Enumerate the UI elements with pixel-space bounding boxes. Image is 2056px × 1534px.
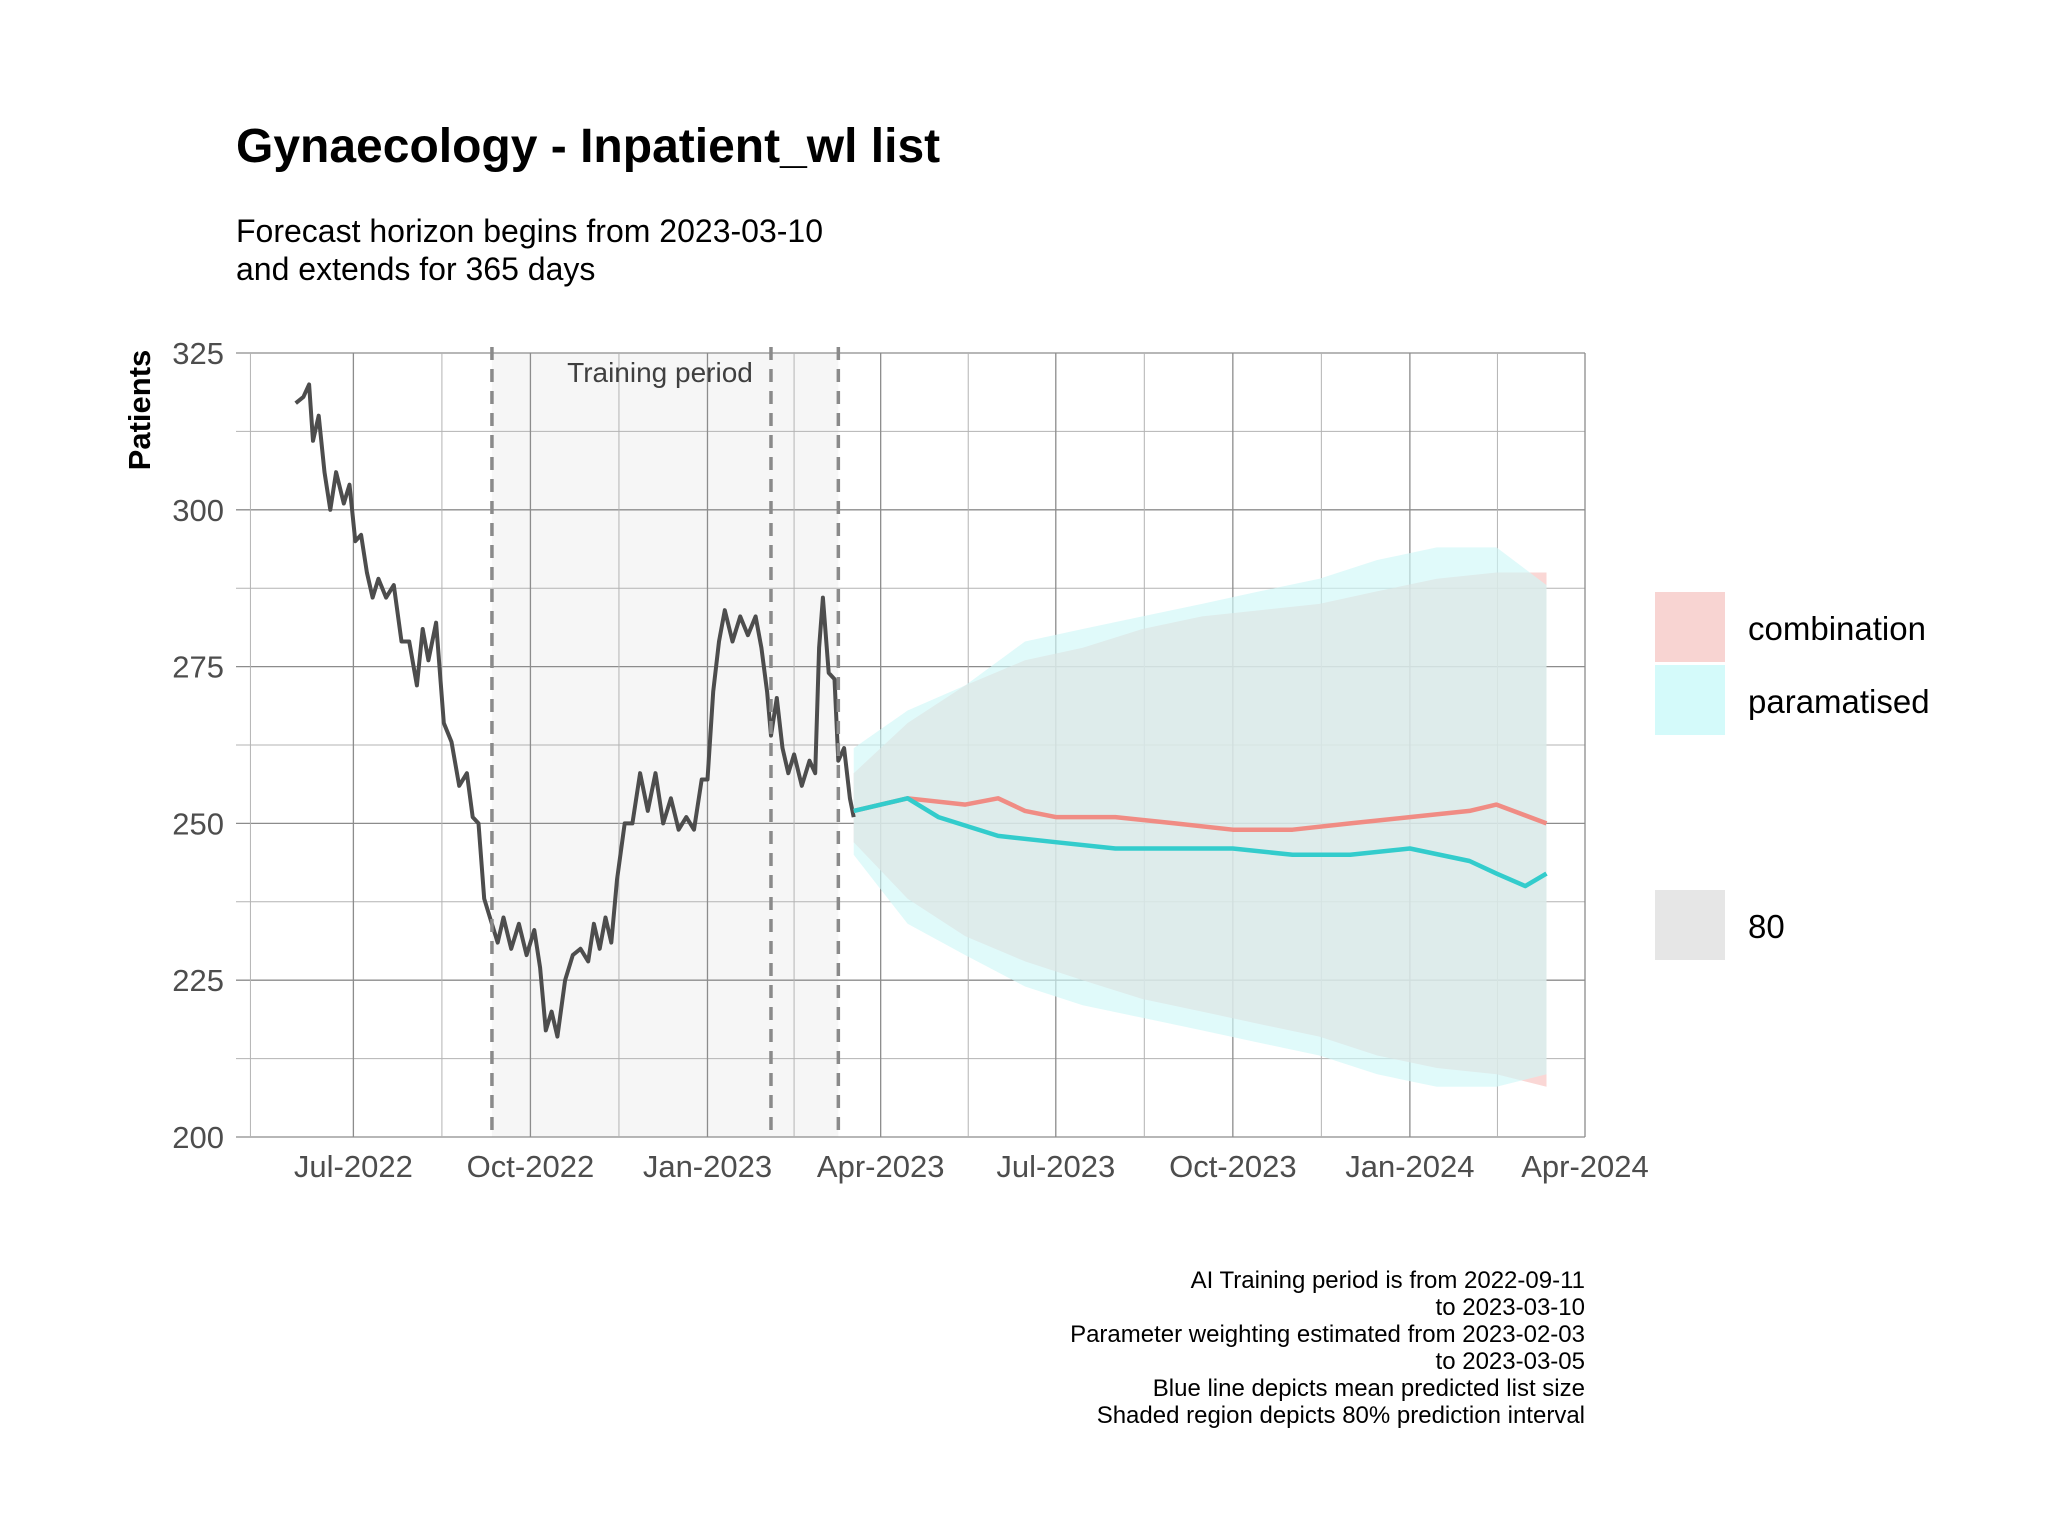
y-tick-label: 225 [172,963,224,998]
legend-label-combination: combination [1748,610,1926,647]
legend-key-combination [1655,592,1725,662]
training-period-label: Training period [567,357,753,388]
tick-label-layer: 200 225 250 275 300 325 Jul-2022 Oct-2022 Jan-20… [172,336,1649,1184]
prediction-band-layer [853,547,1547,1087]
x-tick-label: Apr-2024 [1521,1149,1649,1184]
caption-line-6: Shaded region depicts 80% prediction int… [1097,1402,1585,1429]
x-tick-label: Jul-2023 [996,1149,1115,1184]
line-paramatised [853,796,1548,889]
x-tick-label: Oct-2022 [467,1149,595,1184]
x-tick-label: Jul-2022 [294,1149,413,1184]
caption-line-2: to 2023-03-10 [1436,1294,1585,1321]
y-tick-label: 275 [172,650,224,685]
caption: AI Training period is from 2022-09-11 to… [1070,1267,1585,1429]
x-tick-label: Jan-2023 [643,1149,772,1184]
caption-line-1: AI Training period is from 2022-09-11 [1191,1267,1585,1294]
legend-label-paramatised: paramatised [1748,683,1930,720]
series-line-layer [294,382,1548,1039]
y-axis-title: Patients [122,350,157,471]
x-tick-label: Jan-2024 [1345,1149,1474,1184]
line-observed [294,382,856,1039]
y-tick-label: 250 [172,806,224,841]
caption-line-3: Parameter weighting estimated from 2023-… [1070,1321,1585,1348]
legend-key-80 [1655,890,1725,960]
line-combination [853,796,1548,832]
y-tick-label: 300 [172,493,224,528]
legend-key-paramatised [1655,665,1725,735]
x-tick-label: Apr-2023 [817,1149,945,1184]
caption-line-5: Blue line depicts mean predicted list si… [1153,1375,1585,1402]
chart-title: Gynaecology - Inpatient_wl list [236,120,940,173]
y-tick-label: 200 [172,1120,224,1155]
legend: combination paramatised 80 [1655,592,1930,960]
chart-subtitle-line-2: and extends for 365 days [236,251,595,287]
caption-line-4: to 2023-03-05 [1436,1348,1585,1375]
chart-subtitle-line-1: Forecast horizon begins from 2023-03-10 [236,213,823,249]
legend-label-80: 80 [1748,908,1785,945]
y-tick-label: 325 [172,336,224,371]
x-tick-label: Oct-2023 [1169,1149,1297,1184]
band-paramatised [853,547,1547,1087]
